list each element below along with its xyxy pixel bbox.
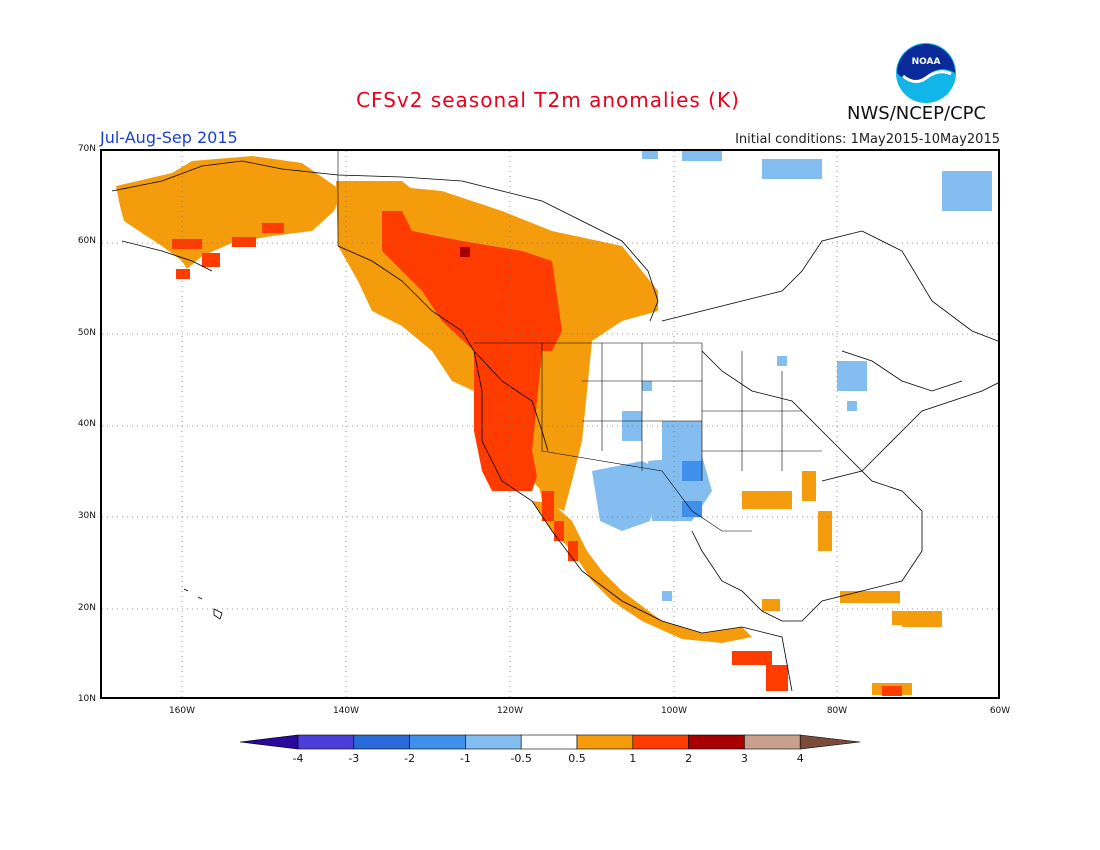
- colorbar-label: -2: [404, 752, 416, 765]
- anomaly-canada-darkred: [460, 247, 470, 257]
- lat-label-70: 70N: [77, 144, 96, 154]
- anomaly-mexico-warm: [542, 491, 788, 691]
- colorbar-label: 4: [796, 752, 804, 765]
- colorbar: [240, 734, 861, 750]
- anomaly-central-cool: [592, 356, 867, 601]
- lat-label-40: 40N: [77, 419, 96, 429]
- colorbar-label: 2: [685, 752, 693, 765]
- colorbar-swatch-5: [520, 734, 578, 750]
- colorbar-label: -1: [459, 752, 471, 765]
- lat-label-10: 10N: [77, 694, 96, 704]
- anomaly-arctic-cool: [642, 151, 992, 211]
- colorbar-swatch-6: [576, 734, 634, 750]
- lon-label-80w: 80W: [826, 706, 848, 716]
- lon-label-120w: 120W: [496, 706, 524, 716]
- agency-label: NWS/NCEP/CPC: [847, 103, 987, 124]
- map-title: CFSv2 seasonal T2m anomalies (K): [356, 88, 740, 112]
- coastlines: [111, 160, 998, 692]
- graticule: [102, 151, 998, 697]
- colorbar-swatch-0: [240, 734, 299, 750]
- colorbar-label: 3: [740, 752, 748, 765]
- logo-text: NOAA: [912, 57, 941, 67]
- borders: [337, 151, 822, 532]
- colorbar-swatch-8: [688, 734, 745, 750]
- lat-label-20: 20N: [77, 603, 96, 613]
- colorbar-label: -4: [292, 752, 304, 765]
- anomaly-south-america-warm: [882, 686, 902, 696]
- colorbar-label: 1: [629, 752, 637, 765]
- noaa-logo-icon: NOAA: [896, 43, 956, 103]
- colorbar-swatch-4: [465, 734, 522, 750]
- colorbar-label: -3: [348, 752, 360, 765]
- lat-label-50: 50N: [77, 328, 96, 338]
- colorbar-label: 0.5: [568, 752, 586, 765]
- map-canvas: [102, 151, 998, 697]
- anomaly-alaska-warm: [172, 223, 284, 279]
- lon-label-160w: 160W: [168, 706, 196, 716]
- anomaly-caribbean: [842, 591, 942, 627]
- colorbar-swatch-3: [409, 734, 466, 750]
- colorbar-swatch-9: [744, 734, 801, 750]
- anomaly-west-orange: [532, 351, 582, 511]
- colorbar-label: -0.5: [510, 752, 532, 765]
- lon-label-60w: 60W: [989, 706, 1011, 716]
- colorbar-swatch-7: [632, 734, 689, 750]
- colorbar-swatch-2: [353, 734, 410, 750]
- hawaii: [183, 588, 223, 620]
- anomaly-west-red: [474, 351, 548, 491]
- colorbar-swatch-10: [799, 734, 861, 750]
- lat-label-60: 60N: [77, 236, 96, 246]
- anomaly-central-cooler: [682, 461, 702, 517]
- lon-label-140w: 140W: [332, 706, 360, 716]
- anomaly-map: [100, 149, 1000, 699]
- lon-label-100w: 100W: [660, 706, 688, 716]
- colorbar-swatch-1: [297, 734, 355, 750]
- period-label: Jul-Aug-Sep 2015: [100, 128, 238, 147]
- lat-label-30: 30N: [77, 511, 96, 521]
- initial-conditions-label: Initial conditions: 1May2015-10May2015: [735, 132, 1000, 147]
